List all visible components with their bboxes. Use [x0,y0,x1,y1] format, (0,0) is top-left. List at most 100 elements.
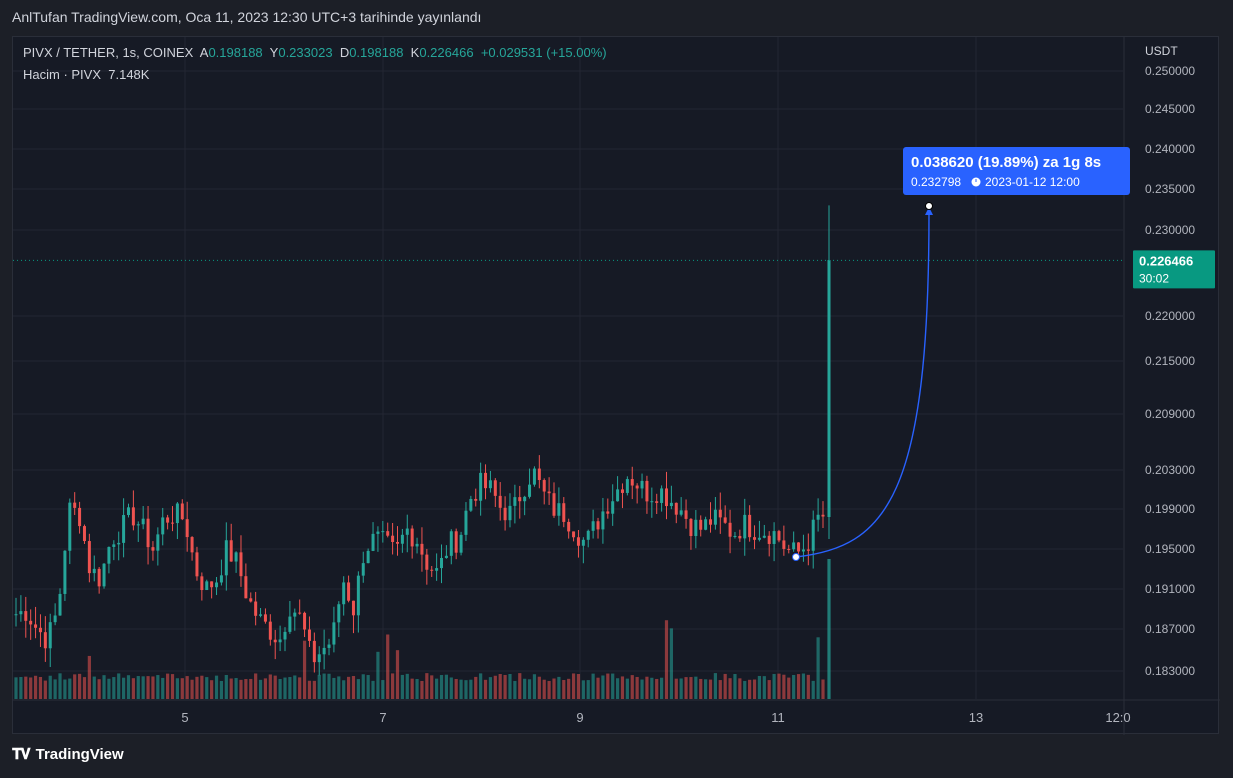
candle-body [58,593,62,616]
candle-body [576,537,580,546]
publish-caption: AnlTufan TradingView.com, Oca 11, 2023 1… [12,9,482,25]
volume-bar [395,650,400,699]
volume-bar [752,679,757,699]
volume-bar [53,679,57,699]
candle-body [327,644,331,648]
volume-bar [743,680,747,699]
legend-open: 0.198188 [208,45,263,60]
candle-body [136,524,140,526]
chart-canvas[interactable]: USDT 0.250000 0.245000 0.240000 0.235000 0.23… [13,37,1220,735]
volume-bar [322,673,326,699]
candle-body [259,614,263,616]
candle-body [395,541,399,544]
volume-bar [630,675,634,699]
chart-frame[interactable]: USDT 0.250000 0.245000 0.240000 0.235000 0.23… [12,36,1220,735]
candle-body [782,540,786,549]
volume-bar [327,673,331,699]
tradingview-logo[interactable]: 𝐓𝐕 TradingView [12,746,124,763]
candle-body [459,534,463,553]
candle-body [444,555,448,558]
candle-body [669,502,673,507]
candle-body [479,472,483,501]
volume-bar [136,676,140,699]
volume-bar [713,673,717,699]
volume-bar [38,676,43,699]
candle-body [606,511,610,514]
price-tick-label: 0.203000 [1145,463,1195,477]
candle-body [107,546,111,564]
candle-body [34,624,38,628]
candle-body [278,639,282,643]
time-tick-label: 7 [379,710,386,725]
candle-body [640,480,644,489]
candle-body [122,515,126,543]
candle-body [146,518,150,548]
candle-body [728,522,732,537]
volume-bar [518,673,522,699]
volume-bar [351,676,356,699]
volume-bar [430,675,434,699]
volume-bar [689,677,693,699]
candle-body [816,514,820,520]
candle-body [215,582,219,588]
volume-bar [131,678,135,699]
candle-body [166,517,170,523]
volume-bar [33,675,38,699]
candle-body [484,472,488,489]
volume-bar [738,678,742,699]
volume-bar [576,674,581,699]
volume-bar [615,678,620,699]
volume-bar [263,678,268,699]
volume-bar [102,675,106,699]
candle-body [537,468,541,481]
candle-body [117,542,121,545]
candle-body [498,495,502,508]
candle-body [244,576,248,599]
legend-volume-label[interactable]: Hacim · PIVX [23,67,102,82]
volume-bar [366,675,370,699]
candle-body [723,517,727,523]
volume-bar [811,680,815,699]
candle-body [542,480,546,492]
candle-body [371,533,375,551]
volume-bar [190,679,194,699]
candle-body [811,519,815,551]
candle-body [298,612,302,614]
volume-bar [175,678,179,699]
volume-bar [400,674,404,699]
candle-body [762,535,766,538]
volume-bar [669,628,673,699]
volume-bar [185,676,189,699]
candle-body [112,544,116,547]
volume-bar [537,676,541,699]
last-price-label: 0.226466 [1139,253,1193,268]
candle-body [625,479,629,493]
candle-body [229,540,233,562]
candle-body [630,479,634,486]
candle-body [488,480,492,489]
candle-body [689,518,693,537]
volume-bar [479,673,483,699]
volume-bar [258,679,263,699]
candle-body [430,569,434,571]
candle-body [743,514,747,539]
volume-bar [562,680,566,699]
candle-body [195,552,199,577]
candle-body [557,503,561,516]
volume-bar [214,675,219,699]
volume-bar [356,679,360,699]
candle-body [185,519,189,538]
volume-bar [87,655,91,699]
volume-bar [244,679,248,699]
candle-body [293,612,297,617]
candle-body [141,518,145,525]
volume-bar [527,679,532,699]
legend-symbol[interactable]: PIVX / TETHER, 1s, COINEX [23,45,194,60]
volume-bar [381,680,385,699]
price-tick-label: 0.209000 [1145,407,1195,421]
volume-bar [205,677,209,699]
candle-body [273,639,277,643]
volume-bar [312,680,316,699]
candle-body [97,568,101,587]
volume-bar [337,676,341,699]
